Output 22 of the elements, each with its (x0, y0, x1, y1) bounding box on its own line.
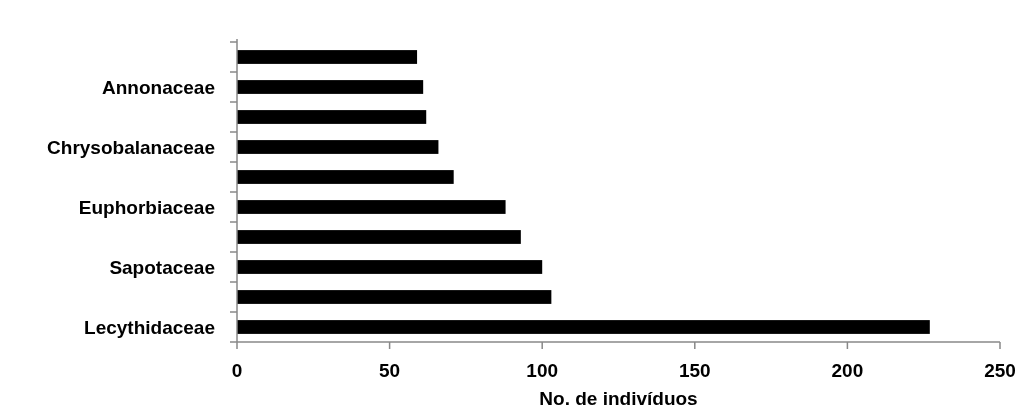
y-tick-label: Lecythidaceae (84, 316, 215, 338)
y-tick-label: Sapotaceae (109, 256, 215, 278)
bar (237, 170, 454, 184)
x-tick-label: 150 (678, 360, 711, 381)
bar (237, 200, 506, 214)
x-tick-label: 100 (526, 360, 559, 381)
bar (237, 320, 930, 334)
x-tick-label: 50 (379, 360, 401, 381)
bar (237, 290, 552, 304)
bar (237, 50, 418, 64)
x-axis-title: No. de indivíduos (539, 388, 698, 407)
bar (237, 230, 521, 244)
y-tick-label: Chrysobalanaceae (47, 136, 215, 158)
bar (237, 80, 424, 94)
x-tick-label: 0 (231, 360, 243, 381)
y-tick-label: Annonaceae (102, 76, 215, 98)
bar (237, 260, 543, 274)
x-tick-label: 250 (984, 360, 1016, 381)
x-tick-label: 200 (831, 360, 864, 381)
bar (237, 140, 439, 154)
bar (237, 110, 427, 124)
y-tick-label: Euphorbiaceae (78, 196, 215, 218)
